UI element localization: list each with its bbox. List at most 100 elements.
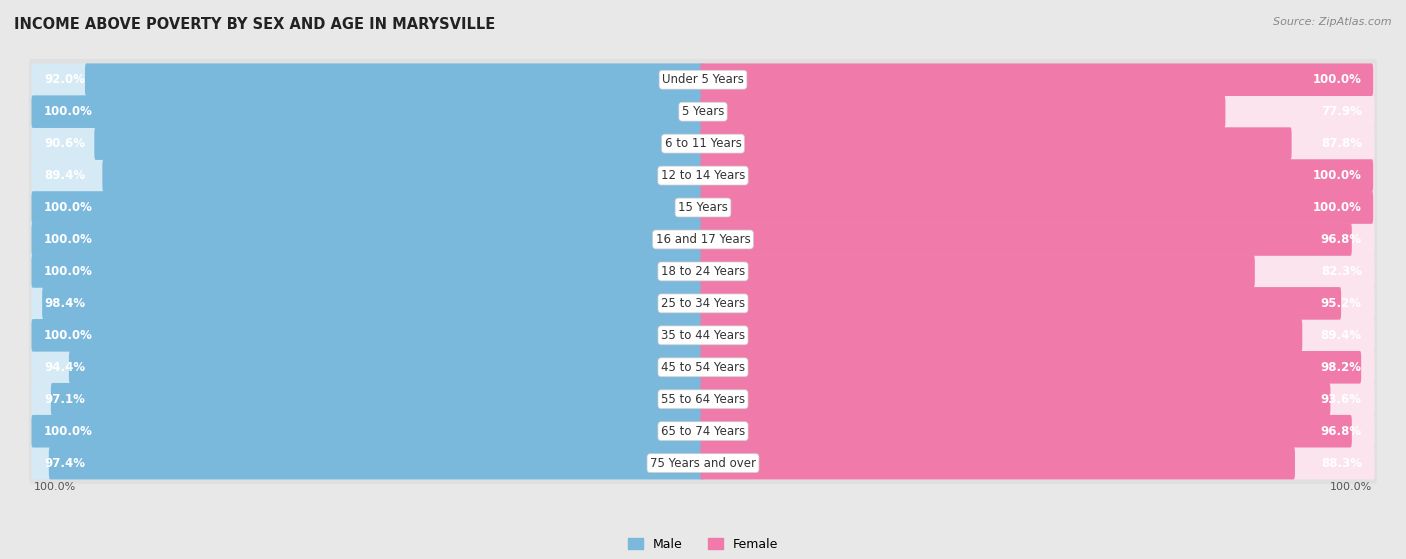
Text: 75 Years and over: 75 Years and over bbox=[650, 457, 756, 470]
FancyBboxPatch shape bbox=[28, 250, 1378, 292]
FancyBboxPatch shape bbox=[700, 223, 1351, 256]
Text: 89.4%: 89.4% bbox=[1320, 329, 1362, 342]
Text: 100.0%: 100.0% bbox=[44, 425, 93, 438]
Text: 16 and 17 Years: 16 and 17 Years bbox=[655, 233, 751, 246]
FancyBboxPatch shape bbox=[28, 347, 1378, 388]
FancyBboxPatch shape bbox=[28, 315, 1378, 356]
FancyBboxPatch shape bbox=[700, 191, 1374, 224]
FancyBboxPatch shape bbox=[84, 63, 704, 96]
FancyBboxPatch shape bbox=[28, 91, 1378, 132]
FancyBboxPatch shape bbox=[103, 159, 704, 192]
Text: 96.8%: 96.8% bbox=[1320, 233, 1362, 246]
FancyBboxPatch shape bbox=[702, 447, 1375, 480]
FancyBboxPatch shape bbox=[28, 410, 1378, 452]
FancyBboxPatch shape bbox=[28, 187, 1378, 228]
FancyBboxPatch shape bbox=[700, 63, 1374, 96]
Text: 100.0%: 100.0% bbox=[44, 201, 93, 214]
Text: 93.6%: 93.6% bbox=[1320, 393, 1362, 406]
Legend: Male, Female: Male, Female bbox=[623, 533, 783, 556]
Text: 82.3%: 82.3% bbox=[1322, 265, 1362, 278]
FancyBboxPatch shape bbox=[700, 383, 1330, 415]
Text: Source: ZipAtlas.com: Source: ZipAtlas.com bbox=[1274, 17, 1392, 27]
Text: 92.0%: 92.0% bbox=[44, 73, 84, 86]
Text: 100.0%: 100.0% bbox=[44, 329, 93, 342]
FancyBboxPatch shape bbox=[702, 319, 1375, 352]
FancyBboxPatch shape bbox=[31, 255, 704, 288]
FancyBboxPatch shape bbox=[700, 319, 1302, 352]
Text: 96.8%: 96.8% bbox=[1320, 425, 1362, 438]
Text: 18 to 24 Years: 18 to 24 Years bbox=[661, 265, 745, 278]
FancyBboxPatch shape bbox=[700, 415, 1351, 448]
FancyBboxPatch shape bbox=[700, 447, 1295, 480]
FancyBboxPatch shape bbox=[31, 351, 704, 383]
Text: 98.2%: 98.2% bbox=[1320, 361, 1362, 374]
FancyBboxPatch shape bbox=[69, 351, 704, 383]
FancyBboxPatch shape bbox=[31, 287, 704, 320]
FancyBboxPatch shape bbox=[28, 59, 1378, 101]
Text: 100.0%: 100.0% bbox=[34, 482, 76, 492]
FancyBboxPatch shape bbox=[31, 96, 704, 128]
Text: 12 to 14 Years: 12 to 14 Years bbox=[661, 169, 745, 182]
FancyBboxPatch shape bbox=[28, 155, 1378, 196]
FancyBboxPatch shape bbox=[31, 63, 704, 96]
FancyBboxPatch shape bbox=[42, 287, 704, 320]
Text: Under 5 Years: Under 5 Years bbox=[662, 73, 744, 86]
Text: 88.3%: 88.3% bbox=[1320, 457, 1362, 470]
FancyBboxPatch shape bbox=[700, 159, 1374, 192]
Text: 98.4%: 98.4% bbox=[44, 297, 86, 310]
FancyBboxPatch shape bbox=[28, 442, 1378, 484]
FancyBboxPatch shape bbox=[702, 383, 1375, 415]
Text: 100.0%: 100.0% bbox=[44, 105, 93, 118]
Text: 94.4%: 94.4% bbox=[44, 361, 86, 374]
Text: 100.0%: 100.0% bbox=[1313, 73, 1362, 86]
FancyBboxPatch shape bbox=[31, 415, 704, 448]
Text: 5 Years: 5 Years bbox=[682, 105, 724, 118]
Text: 100.0%: 100.0% bbox=[1313, 201, 1362, 214]
Text: 100.0%: 100.0% bbox=[1330, 482, 1372, 492]
FancyBboxPatch shape bbox=[700, 287, 1341, 320]
Text: 6 to 11 Years: 6 to 11 Years bbox=[665, 137, 741, 150]
Text: 100.0%: 100.0% bbox=[44, 265, 93, 278]
Text: 45 to 54 Years: 45 to 54 Years bbox=[661, 361, 745, 374]
Text: 89.4%: 89.4% bbox=[44, 169, 86, 182]
FancyBboxPatch shape bbox=[31, 383, 704, 415]
Text: 90.6%: 90.6% bbox=[44, 137, 86, 150]
FancyBboxPatch shape bbox=[28, 378, 1378, 420]
Text: 65 to 74 Years: 65 to 74 Years bbox=[661, 425, 745, 438]
FancyBboxPatch shape bbox=[31, 191, 704, 224]
FancyBboxPatch shape bbox=[702, 223, 1375, 256]
FancyBboxPatch shape bbox=[31, 319, 704, 352]
Text: 35 to 44 Years: 35 to 44 Years bbox=[661, 329, 745, 342]
FancyBboxPatch shape bbox=[702, 351, 1375, 383]
FancyBboxPatch shape bbox=[700, 255, 1254, 288]
Text: 55 to 64 Years: 55 to 64 Years bbox=[661, 393, 745, 406]
FancyBboxPatch shape bbox=[700, 96, 1226, 128]
Text: INCOME ABOVE POVERTY BY SEX AND AGE IN MARYSVILLE: INCOME ABOVE POVERTY BY SEX AND AGE IN M… bbox=[14, 17, 495, 32]
FancyBboxPatch shape bbox=[31, 223, 704, 256]
Text: 100.0%: 100.0% bbox=[1313, 169, 1362, 182]
FancyBboxPatch shape bbox=[31, 255, 704, 288]
Text: 100.0%: 100.0% bbox=[44, 233, 93, 246]
Text: 15 Years: 15 Years bbox=[678, 201, 728, 214]
FancyBboxPatch shape bbox=[31, 319, 704, 352]
FancyBboxPatch shape bbox=[702, 127, 1375, 160]
FancyBboxPatch shape bbox=[700, 351, 1361, 383]
FancyBboxPatch shape bbox=[28, 123, 1378, 164]
FancyBboxPatch shape bbox=[31, 191, 704, 224]
FancyBboxPatch shape bbox=[31, 127, 704, 160]
FancyBboxPatch shape bbox=[31, 415, 704, 448]
FancyBboxPatch shape bbox=[31, 447, 704, 480]
FancyBboxPatch shape bbox=[31, 223, 704, 256]
Text: 87.8%: 87.8% bbox=[1320, 137, 1362, 150]
FancyBboxPatch shape bbox=[702, 255, 1375, 288]
Text: 77.9%: 77.9% bbox=[1322, 105, 1362, 118]
FancyBboxPatch shape bbox=[700, 127, 1292, 160]
FancyBboxPatch shape bbox=[31, 159, 704, 192]
Text: 25 to 34 Years: 25 to 34 Years bbox=[661, 297, 745, 310]
FancyBboxPatch shape bbox=[31, 96, 704, 128]
Text: 95.2%: 95.2% bbox=[1320, 297, 1362, 310]
FancyBboxPatch shape bbox=[702, 415, 1375, 448]
FancyBboxPatch shape bbox=[49, 447, 704, 480]
Text: 97.4%: 97.4% bbox=[44, 457, 86, 470]
FancyBboxPatch shape bbox=[702, 96, 1375, 128]
